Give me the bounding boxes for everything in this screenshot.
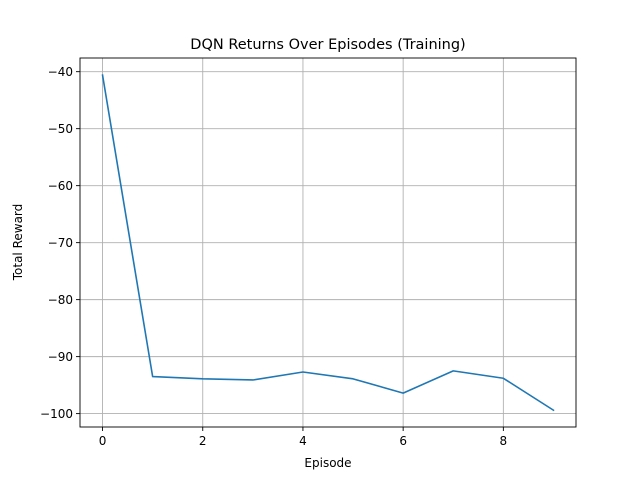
x-axis-ticks: 0 2 4 6 8 <box>99 427 507 448</box>
y-axis-ticks: −100 −90 −80 −70 −60 −50 −40 <box>40 65 80 421</box>
x-axis-label: Episode <box>304 456 351 470</box>
y-tick-label: −50 <box>48 122 73 136</box>
y-tick-label: −60 <box>48 179 73 193</box>
grid <box>80 58 576 427</box>
y-tick-label: −40 <box>48 65 73 79</box>
series-line-0 <box>101 74 555 412</box>
y-axis-label: Total Reward <box>11 204 25 282</box>
y-tick-label: −80 <box>48 293 73 307</box>
x-tick-label: 8 <box>500 434 508 448</box>
y-tick-label: −70 <box>48 236 73 250</box>
x-tick-label: 2 <box>199 434 207 448</box>
x-tick-label: 6 <box>399 434 407 448</box>
y-tick-label: −90 <box>48 350 73 364</box>
y-tick-label: −100 <box>40 407 73 421</box>
x-tick-label: 0 <box>99 434 107 448</box>
x-tick-label: 4 <box>299 434 307 448</box>
chart-title: DQN Returns Over Episodes (Training) <box>190 37 465 53</box>
series-layer <box>101 74 555 412</box>
